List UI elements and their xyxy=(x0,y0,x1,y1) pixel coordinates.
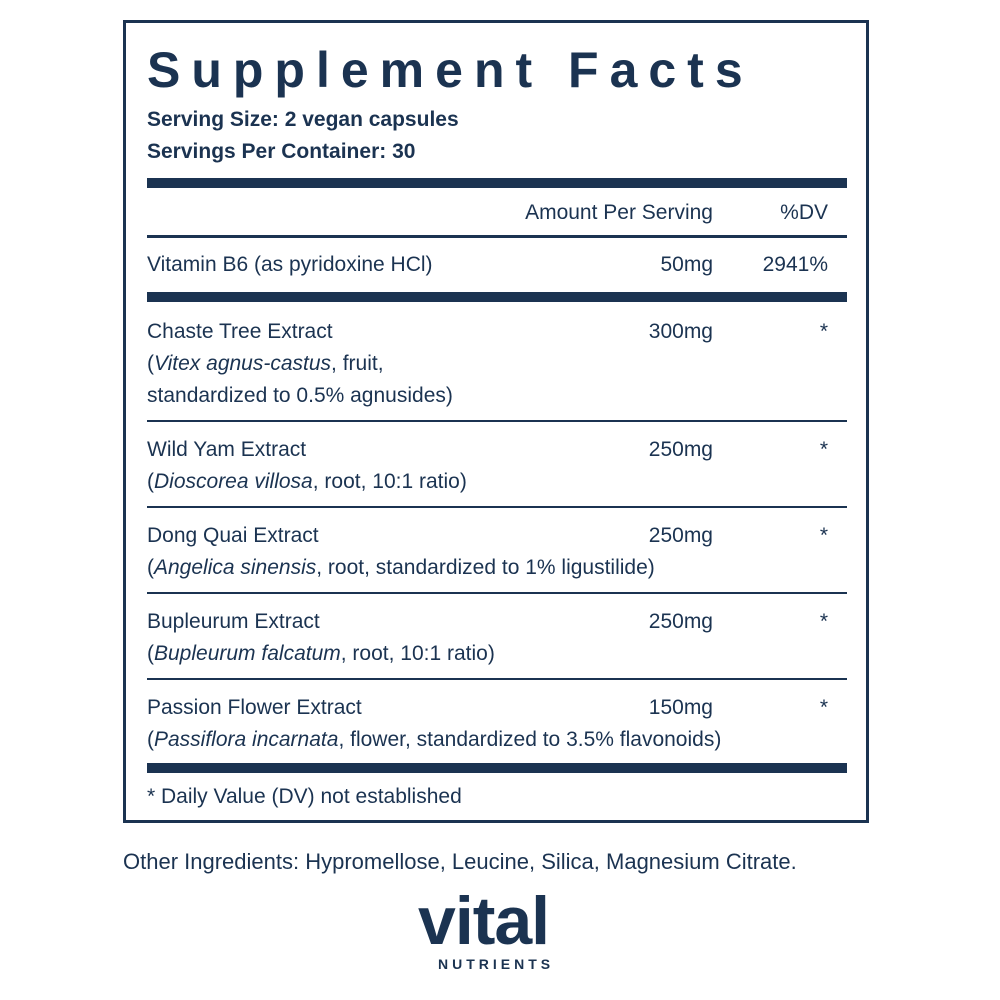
description-part: , fruit, xyxy=(331,352,384,375)
thick-rule xyxy=(147,178,847,188)
thick-rule xyxy=(147,763,847,773)
daily-value: * xyxy=(819,438,828,461)
facts-box xyxy=(123,20,869,823)
description-part: Bupleurum falcatum xyxy=(154,642,341,665)
ingredient-description: (Vitex agnus-castus, fruit, xyxy=(147,348,384,380)
description-part: Dioscorea villosa xyxy=(154,470,313,493)
servings-per-container: Servings Per Container: 30 xyxy=(147,140,416,163)
daily-value: * xyxy=(819,320,828,343)
footnote: * Daily Value (DV) not established xyxy=(147,785,462,808)
ingredient-description: (Passiflora incarnata, flower, standardi… xyxy=(147,724,721,756)
column-header: %DV xyxy=(780,201,828,224)
description-part: Passiflora incarnata xyxy=(154,728,339,751)
row-rule xyxy=(147,506,847,508)
daily-value: * xyxy=(819,610,828,633)
ingredient-description: (Angelica sinensis, root, standardized t… xyxy=(147,552,655,584)
brand-tagline: NUTRIENTS xyxy=(438,956,555,972)
description-part: ( xyxy=(147,556,154,579)
ingredient-description: (Bupleurum falcatum, root, 10:1 ratio) xyxy=(147,638,495,670)
ingredient-name: Bupleurum Extract xyxy=(147,610,320,633)
ingredient-name: Wild Yam Extract xyxy=(147,438,307,461)
description-part: ( xyxy=(147,470,154,493)
description-part: ( xyxy=(147,728,154,751)
thick-rule xyxy=(147,292,847,302)
description-part: Vitex agnus-castus xyxy=(154,352,332,375)
description-part: ( xyxy=(147,642,154,665)
rule xyxy=(147,235,847,238)
amount: 50mg xyxy=(660,253,713,276)
amount: 250mg xyxy=(648,524,713,547)
brand-name: vital xyxy=(418,883,550,959)
amount: 250mg xyxy=(648,610,713,633)
column-header: Amount Per Serving xyxy=(525,201,713,224)
amount: 150mg xyxy=(648,696,713,719)
ingredient-name: Dong Quai Extract xyxy=(147,524,319,547)
ingredient-description: standardized to 0.5% agnusides) xyxy=(147,380,453,412)
description-part: , root, standardized to 1% ligustilide) xyxy=(316,556,655,579)
description-part: , root, 10:1 ratio) xyxy=(312,470,467,493)
ingredient-name: Passion Flower Extract xyxy=(147,696,362,719)
description-part: , root, 10:1 ratio) xyxy=(340,642,495,665)
daily-value: * xyxy=(819,524,828,547)
daily-value: * xyxy=(819,696,828,719)
amount: 250mg xyxy=(648,438,713,461)
vitamin-name: Vitamin B6 (as pyridoxine HCl) xyxy=(147,253,433,276)
other-ingredients: Other Ingredients: Hypromellose, Leucine… xyxy=(123,849,797,874)
daily-value: 2941% xyxy=(762,253,828,276)
ingredient-description: (Dioscorea villosa, root, 10:1 ratio) xyxy=(147,466,467,498)
row-rule xyxy=(147,420,847,422)
serving-size: Serving Size: 2 vegan capsules xyxy=(147,108,459,131)
description-part: standardized to 0.5% agnusides) xyxy=(147,384,453,407)
ingredient-name: Chaste Tree Extract xyxy=(147,320,333,343)
title: Supplement Facts xyxy=(147,42,754,98)
description-part: ( xyxy=(147,352,154,375)
description-part: Angelica sinensis xyxy=(154,556,317,579)
amount: 300mg xyxy=(648,320,713,343)
description-part: , flower, standardized to 3.5% flavonoid… xyxy=(338,728,722,751)
row-rule xyxy=(147,592,847,594)
row-rule xyxy=(147,678,847,680)
